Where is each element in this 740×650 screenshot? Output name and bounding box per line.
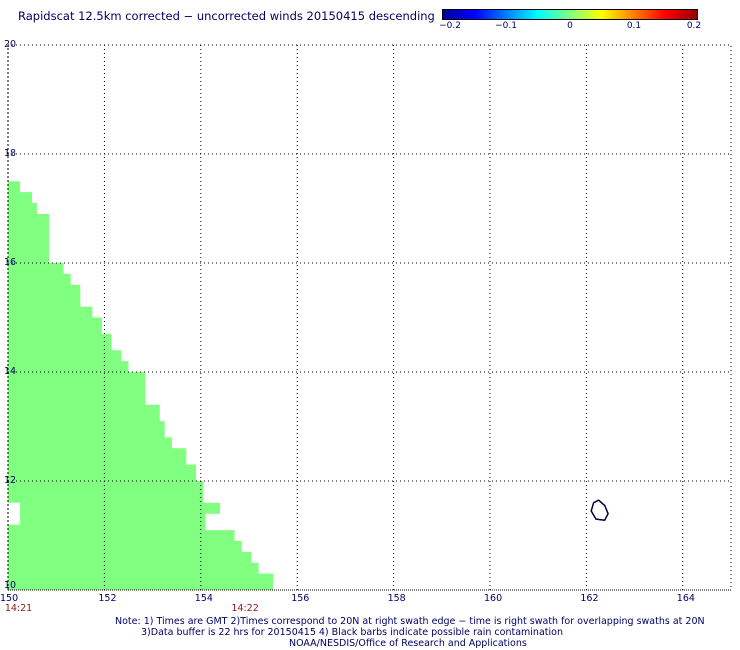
- swath-area: [8, 181, 274, 591]
- map-title: Rapidscat 12.5km corrected − uncorrected…: [18, 9, 435, 23]
- color-scale-tick: 0: [567, 21, 573, 31]
- axis-labels: 150 152 154 156 158 160 162 164 10 12 14 16 18 20 14:2…: [0, 39, 695, 614]
- color-scale-tick: 0.2: [686, 21, 702, 31]
- lon-tick-label: 152: [98, 593, 116, 604]
- lat-tick-label: 18: [4, 148, 16, 159]
- lat-tick-label: 20: [4, 39, 16, 50]
- island-coastline: [590, 499, 609, 521]
- lon-tick-label: 160: [484, 593, 502, 604]
- swath-gap: [8, 502, 21, 525]
- note-line-3: NOAA/NESDIS/Office of Research and Appli…: [289, 638, 527, 649]
- swath-time-label: 14:21: [5, 603, 32, 614]
- note-line-1: Note: 1) Times are GMT 2)Times correspon…: [115, 616, 705, 627]
- lat-tick-label: 16: [4, 257, 16, 268]
- lon-tick-label: 164: [677, 593, 695, 604]
- color-scale-tick: −0.1: [495, 21, 517, 31]
- lat-tick-label: 12: [4, 475, 16, 486]
- lon-tick-label: 162: [580, 593, 598, 604]
- swath-layer: [8, 181, 274, 591]
- swath-time-label: 14:22: [231, 603, 258, 614]
- color-scale-tick: −0.2: [439, 21, 461, 31]
- lon-tick-label: 158: [388, 593, 406, 604]
- lat-tick-label: 14: [4, 366, 16, 377]
- lon-tick-label: 156: [291, 593, 309, 604]
- note-line-2: 3)Data buffer is 22 hrs for 20150415 4) …: [141, 627, 563, 638]
- island-outline: [590, 499, 609, 521]
- lat-lon-grid: [7, 44, 732, 591]
- color-scale-bar: [442, 9, 698, 20]
- lat-tick-label: 10: [4, 580, 16, 591]
- lon-tick-label: 150: [0, 593, 18, 604]
- lon-tick-label: 154: [195, 593, 213, 604]
- color-scale-tick: 0.1: [626, 21, 642, 31]
